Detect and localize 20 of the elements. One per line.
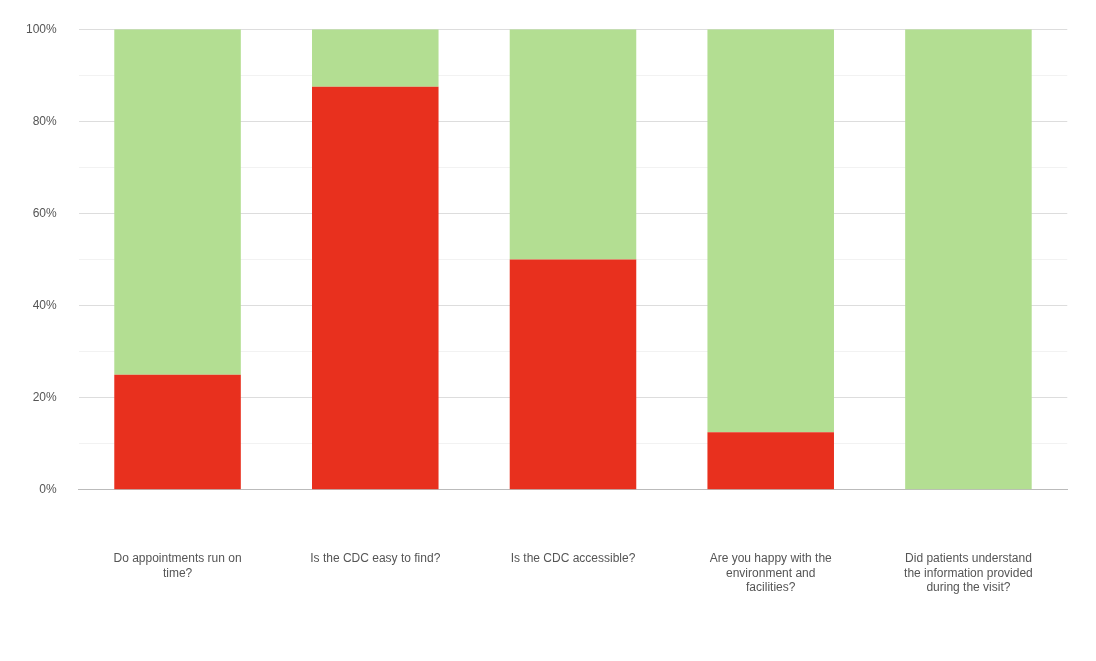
x-tick-label: Do appointments run on time? [113, 551, 242, 580]
bar [509, 29, 637, 260]
y-tick-label: 60% [32, 205, 58, 220]
x-tick-label: Did patients understand the information provided during the visit? [904, 551, 1033, 595]
x-tick-label: Is the CDC easy to find? [310, 551, 441, 566]
y-tick-label: 80% [32, 113, 58, 128]
x-tick-label: Are you happy with the environment and facilities? [709, 551, 833, 595]
x-tick-label: Is the CDC accessible? [510, 551, 636, 566]
bar [509, 259, 637, 490]
y-tick-label: 20% [32, 389, 58, 404]
y-tick-label: 100% [25, 21, 58, 36]
bar [905, 29, 1032, 490]
bar [114, 29, 241, 375]
bar [312, 86, 439, 490]
y-tick-label: 40% [32, 297, 58, 312]
y-tick-label: 0% [39, 482, 58, 497]
bar [114, 374, 241, 490]
bar [312, 29, 439, 87]
bar [707, 29, 834, 433]
bar [707, 432, 834, 490]
